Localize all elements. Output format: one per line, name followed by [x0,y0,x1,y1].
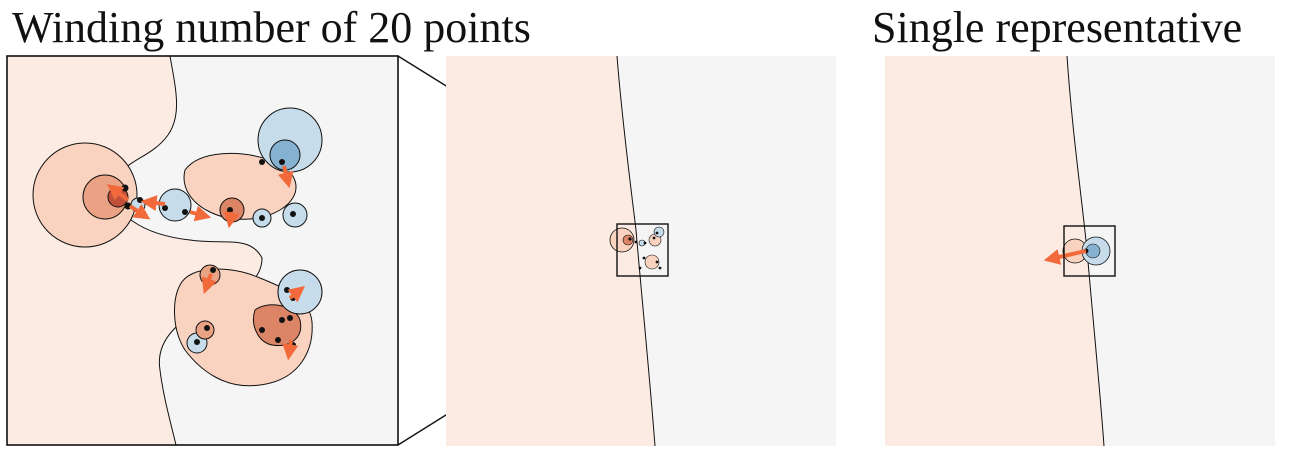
zoomed-panel [7,56,398,445]
title-winding-number: Winding number of 20 points [12,3,531,52]
pink-blob-bottom [174,268,313,387]
pink-core-bottom [253,304,302,347]
normal-arrows [106,165,305,361]
zoom-frame [6,55,399,446]
overview-warm-region [446,56,655,446]
blue-lobe-top-core [269,139,301,171]
representative-warm-region [885,56,1104,446]
title-single-representative: Single representative [872,3,1243,52]
zoom-box-representative [1063,225,1116,277]
zoom-box-overview [616,223,669,277]
overview-cluster [609,226,665,270]
overview-contour [616,56,656,446]
representative-panel [885,56,1275,446]
representative-arrow [1043,249,1087,265]
overview-panel [446,56,836,446]
